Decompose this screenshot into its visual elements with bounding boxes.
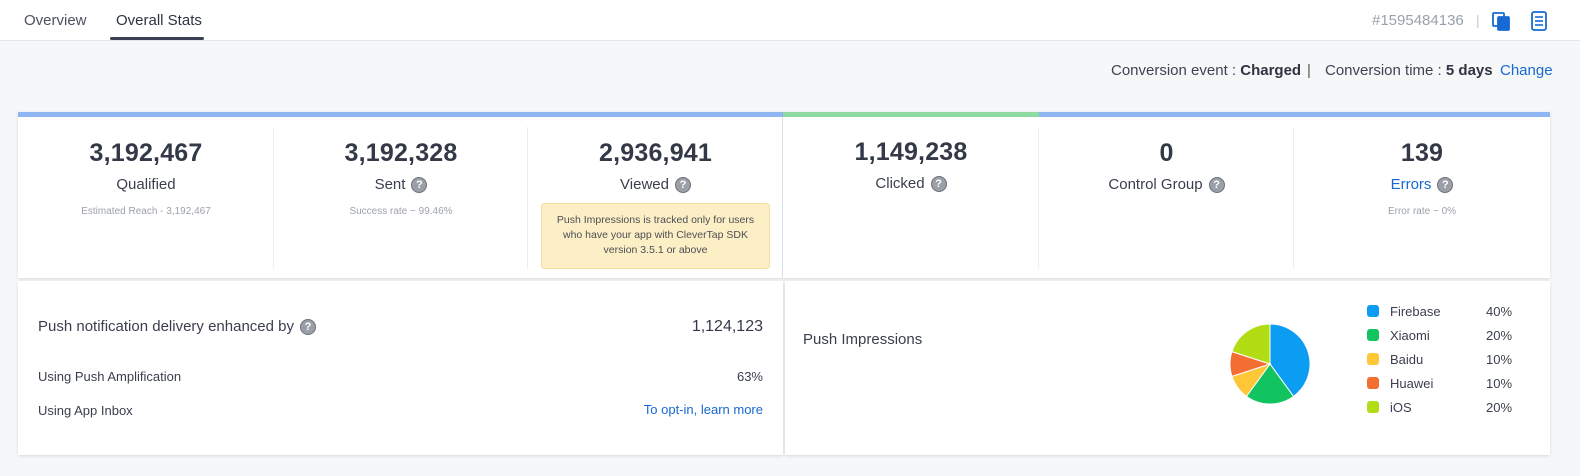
legend-value: 20% [1486,328,1513,343]
legend-label: Baidu [1390,352,1424,367]
legend-item-baidu[interactable]: Baidu 10% [1367,352,1527,368]
amplification-label: Using Push Amplification [38,369,182,384]
tab-overview[interactable]: Overview [24,12,87,29]
stat-control-group: 0 Control Group ? [1039,117,1294,278]
legend-item-ios[interactable]: iOS 20% [1367,400,1527,416]
help-icon[interactable]: ? [411,176,428,193]
divider [782,117,783,278]
legend-value: 10% [1486,376,1513,391]
header-separator: | [1476,12,1480,28]
stat-subtext: Estimated Reach - 3,192,467 [81,206,211,217]
conversion-time: Conversion time : 5 days [1325,62,1493,79]
legend-item-firebase[interactable]: Firebase 40% [1367,304,1527,320]
stat-value: 139 [1400,139,1444,167]
stat-label-text: Viewed [620,176,669,193]
stat-label: Viewed ? [528,176,783,193]
legend-label: Huawei [1390,376,1434,391]
delivery-total: 1,124,123 [691,318,763,335]
amplification-value: 63% [736,369,763,384]
legend-swatch [1367,305,1379,317]
stat-subtext: Success rate ~ 99.46% [349,206,453,217]
active-tab-indicator [110,37,204,40]
impressions-pie-chart [1229,323,1311,405]
learn-more-link[interactable]: To opt-in, learn more [643,402,763,417]
conversion-event-value: Charged [1240,62,1302,79]
stat-clicked: 1,149,238 Clicked ? [783,117,1039,278]
help-icon[interactable]: ? [1437,176,1454,193]
change-conversion-link[interactable]: Change [1500,62,1553,79]
stat-label: Errors ? [1294,176,1550,193]
pie-slice-ios[interactable] [1231,323,1271,365]
help-icon[interactable]: ? [674,176,691,193]
top-tab-bar: Overview Overall Stats #1595484136 | [0,0,1580,41]
campaign-id: #1595484136 [1372,12,1464,29]
legend-swatch [1367,401,1379,413]
app-inbox-label: Using App Inbox [38,403,133,418]
stat-value: 3,192,328 [344,139,458,167]
divider [273,127,274,268]
stat-subtext: Error rate ~ 0% [1387,206,1457,217]
stat-qualified: 3,192,467 Qualified Estimated Reach - 3,… [18,117,274,278]
legend-item-xiaomi[interactable]: Xiaomi 20% [1367,328,1527,344]
stat-value: 0 [1159,139,1174,167]
conversion-time-label: Conversion time : [1325,62,1446,79]
stat-label-text: Control Group [1108,176,1203,193]
legend-swatch [1367,353,1379,365]
divider [527,127,528,268]
legend-value: 20% [1486,400,1513,415]
stat-label: Qualified [18,176,274,193]
stats-card: 3,192,467 Qualified Estimated Reach - 3,… [18,112,1550,278]
sent-accent-bar [18,112,783,117]
stat-value: 3,192,467 [89,139,203,167]
other-accent-bar [1039,112,1550,117]
legend-item-huawei[interactable]: Huawei 10% [1367,376,1527,392]
report-icon[interactable] [1528,10,1550,32]
divider [1038,127,1039,268]
legend-swatch [1367,377,1379,389]
copy-icon[interactable] [1490,10,1512,32]
divider [1293,127,1294,268]
delivery-title: Push notification delivery enhanced by ? [38,318,316,335]
pie-slice-xiaomi[interactable] [1245,363,1295,405]
stat-label-text: Sent [374,176,406,193]
stat-viewed: 2,936,941 Viewed ? Push Impressions is t… [528,117,783,278]
legend-label: Xiaomi [1390,328,1430,343]
help-icon[interactable]: ? [300,318,316,335]
legend-label: iOS [1390,400,1412,415]
stat-label: Clicked ? [783,175,1039,192]
pie-slice-firebase[interactable] [1269,323,1311,398]
stat-value: 1,149,238 [854,138,968,166]
stat-label: Sent ? [274,176,528,193]
legend-value: 10% [1486,352,1513,367]
errors-link[interactable]: Errors [1390,176,1432,193]
stat-sent: 3,192,328 Sent ? Success rate ~ 99.46% [274,117,528,278]
legend-value: 40% [1486,304,1513,319]
stat-label-text: Clicked [875,175,925,192]
pie-legend: Firebase 40% Xiaomi 20% Baidu 10% Huawei 10% iOS… [1367,304,1527,434]
help-icon[interactable]: ? [930,175,947,192]
stat-label: Control Group ? [1039,176,1294,193]
impressions-notice: Push Impressions is tracked only for use… [541,203,770,269]
clicked-accent-bar [783,112,1039,117]
impressions-card: Push Impressions Firebase 40% Xiaomi 20% Bai… [785,281,1550,455]
delivery-card: Push notification delivery enhanced by ?… [18,281,783,455]
conversion-time-value: 5 days [1445,62,1493,79]
stat-label-text: Qualified [116,176,176,193]
legend-label: Firebase [1390,304,1441,319]
conversion-separator: | [1307,62,1311,79]
delivery-title-text: Push notification delivery enhanced by [38,318,294,335]
tab-overall-stats[interactable]: Overall Stats [116,12,202,29]
legend-swatch [1367,329,1379,341]
stat-errors: 139 Errors ? Error rate ~ 0% [1294,117,1550,278]
stat-value: 2,936,941 [598,139,713,167]
help-icon[interactable]: ? [1208,176,1225,193]
conversion-event-label: Conversion event : [1111,62,1241,79]
conversion-info: Conversion event : Charged [1111,62,1301,79]
impressions-title: Push Impressions [803,331,923,348]
